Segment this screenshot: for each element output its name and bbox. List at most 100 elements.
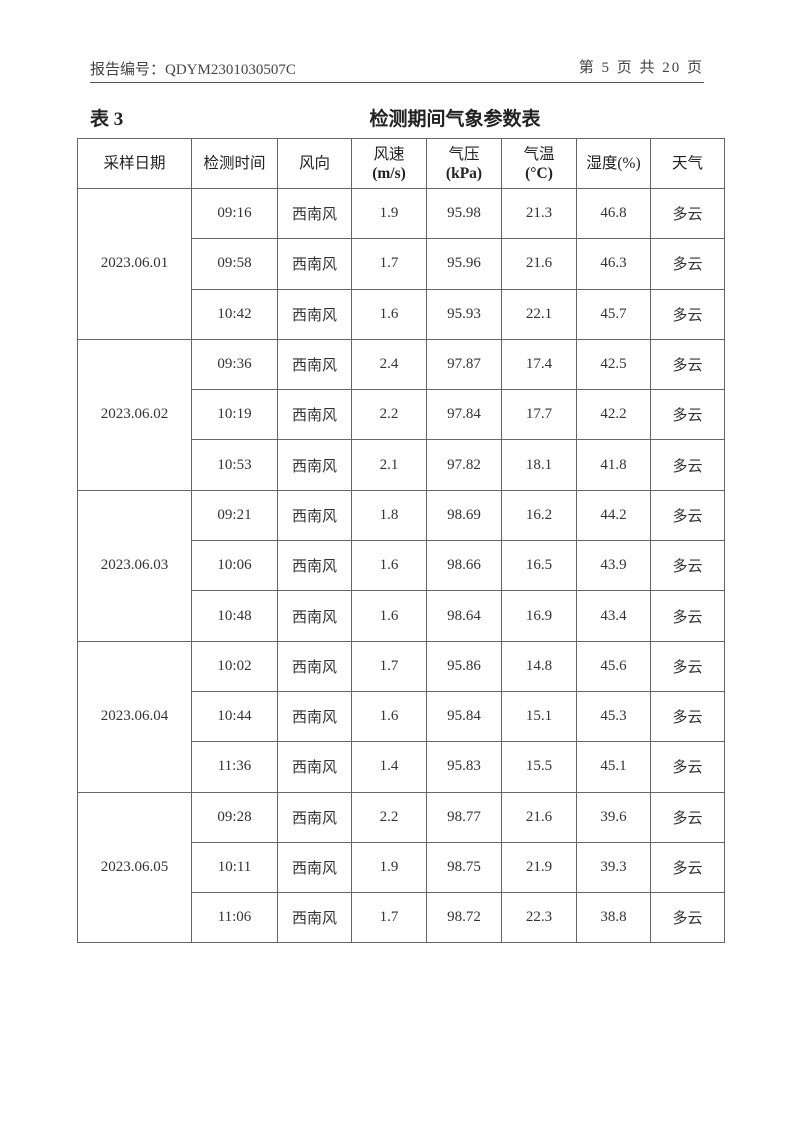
cell-humidity: 43.9 [576,540,651,592]
column-unit: (°C) [525,164,553,182]
table-row: 10:48 西南风 1.6 98.64 16.9 43.4 多云 [78,590,725,642]
cell-wind-direction: 西南风 [277,841,352,894]
cell-test-time: 09:21 [191,489,278,542]
cell-wind-direction: 西南风 [277,892,352,944]
table-row: 10:11 西南风 1.9 98.75 21.9 39.3 多云 [78,841,725,894]
cell-sampling-date: 2023.06.05 [77,791,192,944]
cell-weather: 多云 [650,338,725,391]
cell-temperature: 21.6 [501,791,577,843]
column-header-pressure: 气压 (kPa) [426,138,502,189]
cell-humidity: 46.3 [576,238,651,290]
table-header-row: 采样日期 检测时间 风向 风速 (m/s) 气压 (kPa) 气温 (°C) 湿度(%) 天气 [77,138,725,189]
report-number: 报告编号：QDYM2301030507C [90,62,296,78]
cell-test-time: 10:48 [191,590,278,642]
table-row: 2023.06.05 09:28 西南风 2.2 98.77 21.6 39.6 多云 [77,791,725,944]
cell-temperature: 16.9 [501,590,577,642]
column-label: 湿度(%) [586,155,641,172]
cell-pressure: 95.86 [426,640,502,692]
cell-wind-speed: 2.2 [351,389,427,441]
cell-sampling-date: 2023.06.03 [77,489,192,642]
column-header-wind-direction: 风向 [277,138,352,189]
cell-test-time: 10:02 [191,640,278,692]
cell-temperature: 21.3 [501,187,577,240]
cell-humidity: 39.3 [576,841,651,894]
column-label: 天气 [671,155,703,172]
cell-temperature: 21.9 [501,841,577,894]
cell-wind-direction: 西南风 [277,338,352,391]
cell-temperature: 16.2 [501,489,577,542]
cell-wind-speed: 1.8 [351,489,427,542]
column-header-wind-speed: 风速 (m/s) [351,138,427,189]
cell-weather: 多云 [650,690,725,743]
cell-humidity: 45.7 [576,288,651,340]
table-label: 表 3 [90,109,124,130]
cell-weather: 多云 [650,640,725,692]
cell-pressure: 95.98 [426,187,502,240]
cell-wind-direction: 西南风 [277,640,352,692]
table-row: 09:58 西南风 1.7 95.96 21.6 46.3 多云 [78,238,725,290]
cell-test-time: 11:06 [191,892,278,944]
header-divider [90,82,704,83]
column-header-temperature: 气温 (°C) [501,138,577,189]
cell-wind-speed: 1.4 [351,741,427,793]
cell-pressure: 97.84 [426,389,502,441]
table-row: 10:42 西南风 1.6 95.93 22.1 45.7 多云 [78,288,725,340]
cell-weather: 多云 [650,238,725,290]
cell-humidity: 42.2 [576,389,651,441]
cell-humidity: 44.2 [576,489,651,542]
column-label: 采样日期 [103,155,166,172]
cell-wind-speed: 1.7 [351,892,427,944]
table-row: 2023.06.01 09:16 西南风 1.9 95.98 21.3 46.8 多云 [77,187,725,340]
cell-humidity: 42.5 [576,338,651,391]
cell-wind-direction: 西南风 [277,439,352,491]
cell-pressure: 98.77 [426,791,502,843]
table-row: 11:36 西南风 1.4 95.83 15.5 45.1 多云 [78,741,725,793]
cell-humidity: 46.8 [576,187,651,240]
cell-weather: 多云 [650,741,725,793]
cell-wind-direction: 西南风 [277,540,352,592]
column-label: 风向 [298,155,330,172]
cell-temperature: 22.3 [501,892,577,944]
column-label: 气压 [448,145,480,163]
cell-test-time: 10:06 [191,540,278,592]
cell-wind-direction: 西南风 [277,690,352,743]
cell-pressure: 98.72 [426,892,502,944]
cell-test-time: 09:36 [191,338,278,391]
cell-pressure: 95.84 [426,690,502,743]
cell-temperature: 17.4 [501,338,577,391]
cell-pressure: 98.75 [426,841,502,894]
column-header-test-time: 检测时间 [191,138,278,189]
cell-sampling-date: 2023.06.01 [77,188,192,340]
cell-humidity: 38.8 [576,892,651,944]
table-row: 10:19 西南风 2.2 97.84 17.7 42.2 多云 [78,389,725,441]
cell-temperature: 14.8 [501,640,577,692]
table-row: 2023.06.02 09:36 西南风 2.4 97.87 17.4 42.5 多云 [77,338,725,491]
column-label: 风速 [373,145,405,163]
cell-test-time: 09:58 [191,238,278,290]
cell-humidity: 41.8 [576,439,651,491]
cell-weather: 多云 [650,288,725,340]
cell-temperature: 18.1 [501,439,577,491]
cell-pressure: 98.69 [426,489,502,542]
cell-test-time: 11:36 [191,741,278,793]
cell-wind-direction: 西南风 [277,187,352,240]
column-label: 气温 [523,145,555,163]
cell-test-time: 10:11 [191,841,278,894]
cell-humidity: 45.1 [576,741,651,793]
cell-weather: 多云 [650,187,725,240]
cell-wind-speed: 2.1 [351,439,427,491]
cell-wind-speed: 2.2 [351,791,427,843]
cell-wind-direction: 西南风 [277,489,352,542]
cell-humidity: 43.4 [576,590,651,642]
column-unit: (m/s) [372,164,406,182]
cell-wind-direction: 西南风 [277,238,352,290]
cell-sampling-date: 2023.06.02 [77,338,192,491]
cell-wind-speed: 1.6 [351,540,427,592]
cell-temperature: 17.7 [501,389,577,441]
cell-temperature: 15.5 [501,741,577,793]
cell-temperature: 16.5 [501,540,577,592]
cell-test-time: 09:16 [191,187,278,240]
cell-test-time: 10:53 [191,439,278,491]
table-row: 10:44 西南风 1.6 95.84 15.1 45.3 多云 [78,690,725,743]
table-row: 10:06 西南风 1.6 98.66 16.5 43.9 多云 [78,540,725,592]
